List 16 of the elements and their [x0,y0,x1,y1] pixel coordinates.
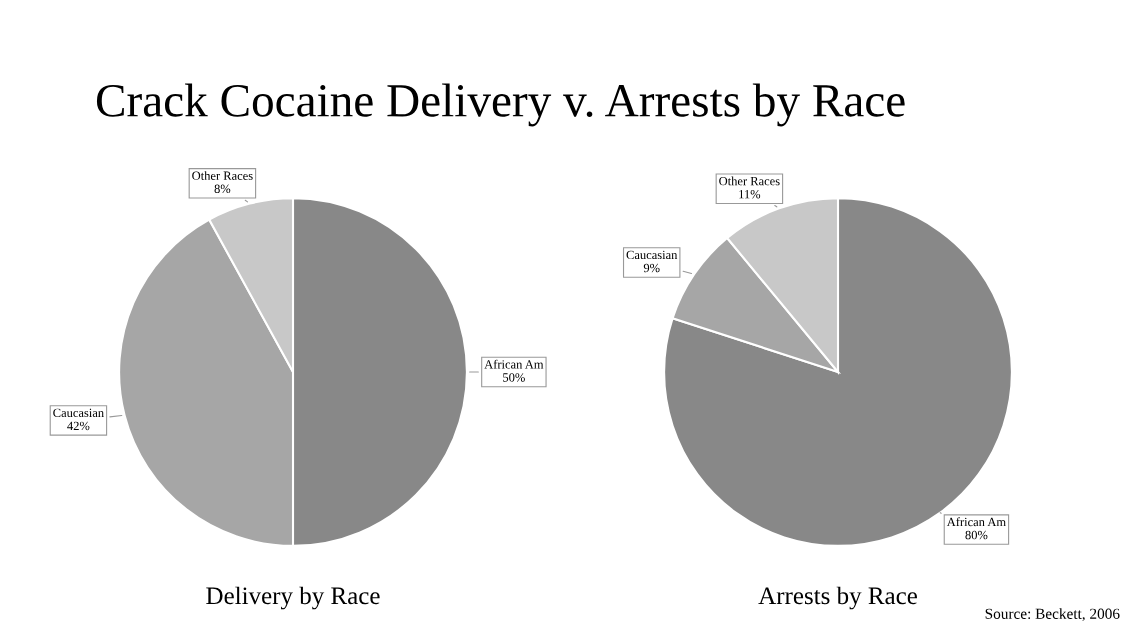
data-label: 8% [214,184,231,194]
text: Delivery by Race [206,586,380,610]
slice-label: Other Races [719,176,780,186]
data-label: 9% [643,263,660,273]
data-label: 50% [503,373,525,382]
data-label: 11% [739,189,761,199]
chart-title: Crack Cocaine Delivery v. Arrests by Race [96,83,905,127]
slice-label: Other Races [192,171,253,180]
data-label: 80% [965,530,988,540]
data-label: 42% [67,421,90,431]
text: Arrests by Race [758,586,917,610]
slice-label: African Am [946,517,1006,527]
source-note: Source: Beckett, 2006 [985,608,1120,622]
slice-label: Caucasian [53,408,104,418]
slice-label: African Am [484,359,544,369]
slice-label: Caucasian [626,250,678,260]
